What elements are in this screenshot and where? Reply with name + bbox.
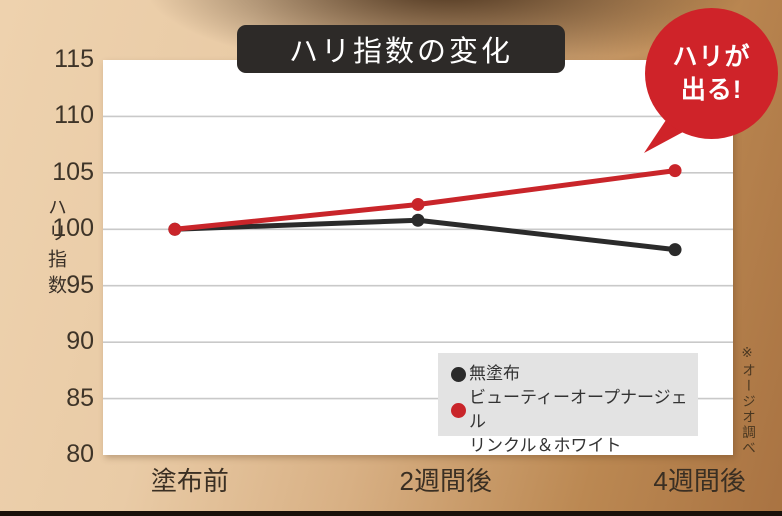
chart-title: ハリ指数の変化 (288, 36, 513, 68)
bottom-dark-strip (0, 511, 782, 516)
legend-item-untreated: 無塗布 (451, 362, 698, 386)
chart-title-badge: ハリ指数の変化 (237, 25, 565, 73)
chart-legend: 無塗布 ビューティーオープナージェル リンクル＆ホワイト (438, 353, 698, 455)
legend-item-product: ビューティーオープナージェル (451, 386, 698, 434)
legend-marker-red (451, 402, 466, 418)
y-tick-label: 85 (66, 383, 94, 412)
y-tick-label: 110 (54, 101, 94, 130)
series-line-0 (172, 217, 678, 253)
data-point (411, 213, 425, 227)
data-point (668, 164, 682, 178)
y-tick-label: 105 (52, 157, 94, 186)
y-tick-label: 115 (54, 45, 94, 73)
x-tick-4weeks: 4週間後 (653, 466, 746, 496)
bubble-line-2: 出る! (680, 75, 743, 104)
source-note: ※オージオ調べ (740, 345, 755, 456)
legend-marker-black (451, 366, 466, 382)
y-axis-title: ハリ指数 (45, 197, 66, 301)
x-tick-2weeks: 2週間後 (399, 466, 492, 496)
legend-label-product-line1: ビューティーオープナージェル (469, 388, 688, 432)
data-point (668, 243, 682, 257)
speech-bubble-hari-ga-deru: ハリが 出る! (645, 8, 778, 139)
y-tick-label: 100 (52, 214, 94, 243)
legend-label-untreated: 無塗布 (469, 364, 520, 383)
y-tick-label: 90 (66, 327, 94, 356)
data-point (168, 222, 182, 236)
y-tick-label: 95 (66, 270, 94, 299)
data-point (411, 197, 425, 211)
bubble-line-1: ハリが (672, 43, 751, 71)
legend-label-product-line2: リンクル＆ホワイト (469, 436, 622, 456)
x-tick-before: 塗布前 (150, 466, 229, 496)
line-chart (103, 115, 733, 400)
y-tick-label: 80 (66, 440, 94, 468)
